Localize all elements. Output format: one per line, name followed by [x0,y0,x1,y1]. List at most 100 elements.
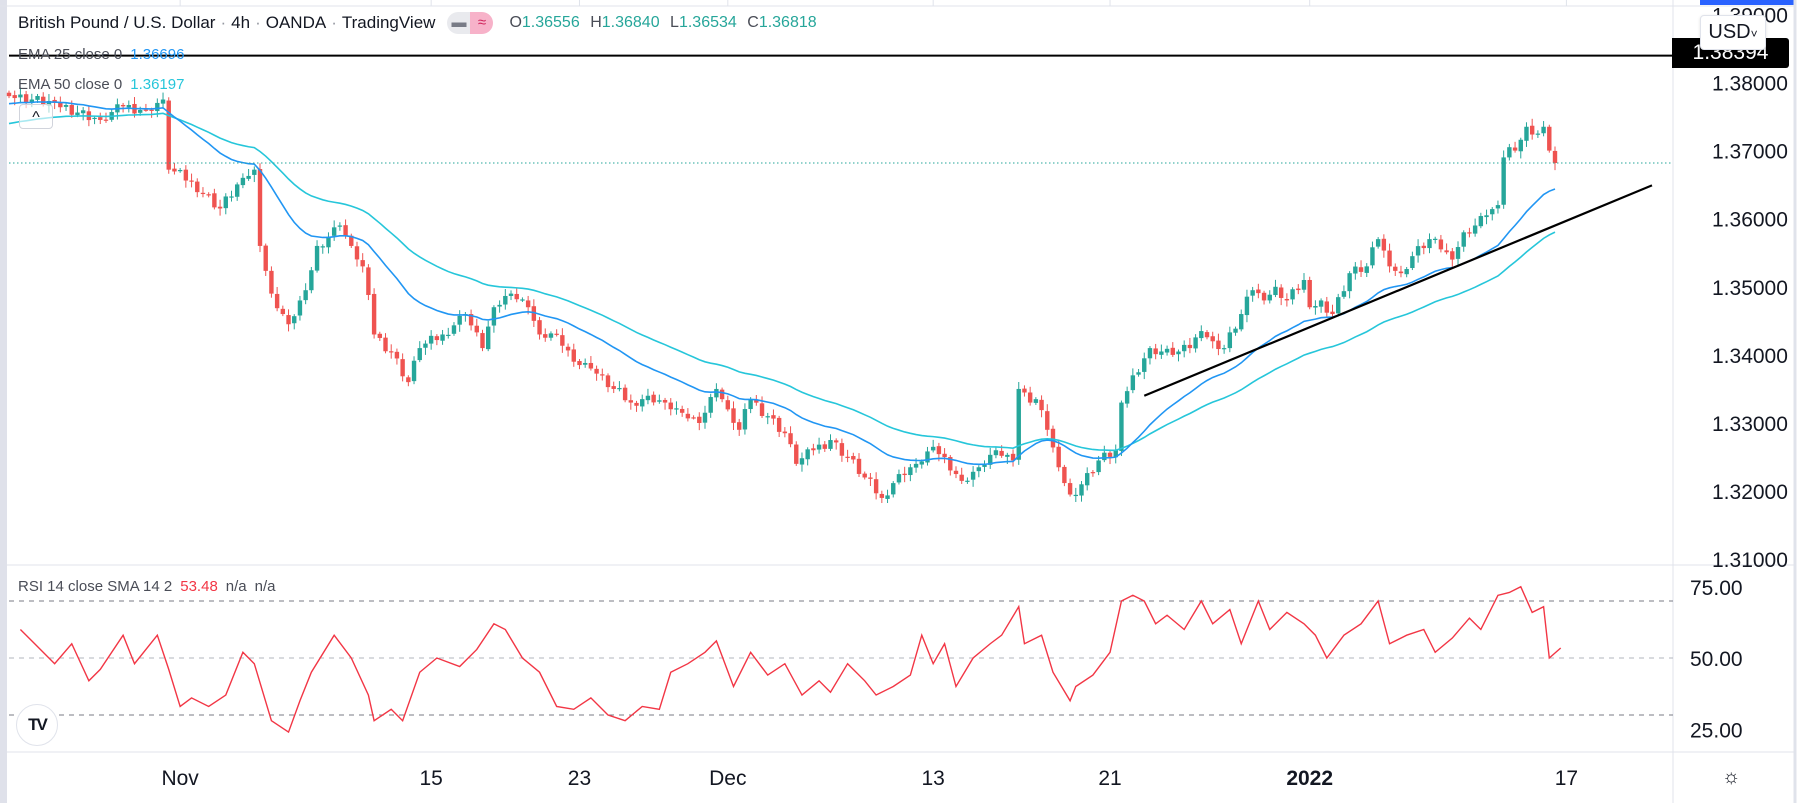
candle-up [919,461,924,465]
candle-down [634,402,639,406]
candle-down [1153,348,1158,355]
candle-down [571,349,576,362]
candle-up [411,360,417,382]
candle-up [234,184,240,197]
approx-icon[interactable]: ≈ [470,12,494,34]
candle-down [1210,336,1215,342]
candle-down [936,446,942,455]
candle-up [1164,348,1170,353]
candle-down [23,94,29,104]
candle-up [982,464,987,467]
candle-down [434,336,440,341]
candle-down [1062,466,1067,484]
candle-down [776,417,782,432]
candle-down [1256,289,1261,294]
candle-down [1393,266,1398,271]
candle-up [1432,238,1438,240]
close-key: C [747,14,759,31]
candle-up [1096,460,1101,473]
candle-up [314,245,320,271]
left-edge-strip [0,0,7,803]
time-axis-label: 15 [419,767,442,790]
legend-toggle[interactable]: ▬ ≈ [447,12,494,34]
symbol-name[interactable]: British Pound / U.S. Dollar [18,13,216,32]
candle-up [976,467,982,472]
candle-down [845,456,850,458]
candle-up [155,102,160,112]
separator-dot: · [331,13,337,32]
candle-down [366,267,371,295]
candle-down [1547,126,1552,151]
candle-up [1353,266,1358,274]
rsi-legend[interactable]: RSI 14 close SMA 14 2 53.48 n/a n/a [18,578,276,595]
candle-up [674,408,679,410]
currency-button[interactable]: USD˅ [1700,15,1766,50]
candle-down [1512,147,1518,151]
candle-down [731,408,736,423]
candle-up [1375,239,1381,247]
candle-up [988,454,993,465]
candle-down [611,386,616,389]
candle-down [685,413,691,419]
ema50-legend[interactable]: EMA 50 close 0 1.36197 [18,76,184,93]
settings-icon[interactable]: ☼ [1722,766,1741,788]
candle-up [548,333,554,338]
close-value: 1.36818 [758,14,817,31]
candle-up [1273,286,1278,296]
ema25-line [8,101,1556,466]
candle-up [1233,328,1238,333]
overlays [9,54,1673,397]
candle-down [999,450,1004,456]
candle-down [959,474,964,481]
candle-down [668,402,673,410]
candle-down [514,293,519,300]
candle-up [80,110,86,114]
source-label: TradingView [341,13,436,32]
candle-up [1119,402,1124,451]
candle-up [1472,225,1478,234]
candle-down [1022,388,1027,393]
candle-down [1284,298,1290,301]
rsi-label: RSI 14 close SMA 14 2 [18,578,173,595]
candle-up [1005,454,1010,457]
candle-down [212,193,217,208]
candle-down [902,473,907,476]
candle-down [662,399,668,403]
minus-icon[interactable]: ▬ [447,12,471,34]
candle-up [617,388,622,390]
candle-up [240,177,246,186]
candle-down [58,102,63,108]
candle-up [1199,331,1204,339]
candle-up [1364,266,1369,273]
ema25-legend[interactable]: EMA 25 close 0 1.36696 [18,46,184,63]
candle-up [714,388,719,398]
candle-down [862,473,867,478]
candle-down [737,422,742,430]
candle-up [1142,358,1147,372]
candle-down [588,362,594,369]
candle-down [543,334,548,338]
collapse-legend-button[interactable]: ^ [19,104,53,129]
candle-up [657,400,662,402]
candle-down [474,325,479,333]
price-axis-label: 1.31000 [1712,549,1788,572]
candle-down [269,270,274,294]
tradingview-logo-icon[interactable]: TV [16,704,58,746]
candle-down [759,403,765,416]
candle-up [1250,290,1255,296]
candle-up [1301,279,1307,290]
candle-down [851,456,856,460]
candle-up [160,99,166,104]
candle-down [1216,340,1221,350]
candle-up [1181,344,1187,352]
candle-up [970,471,976,480]
candle-down [525,300,531,308]
candle-up [503,295,508,305]
interval-label[interactable]: 4h [231,13,251,32]
candle-down [166,100,171,170]
candle-up [1033,399,1039,403]
candle-down [1467,232,1472,234]
candle-up [252,169,257,175]
